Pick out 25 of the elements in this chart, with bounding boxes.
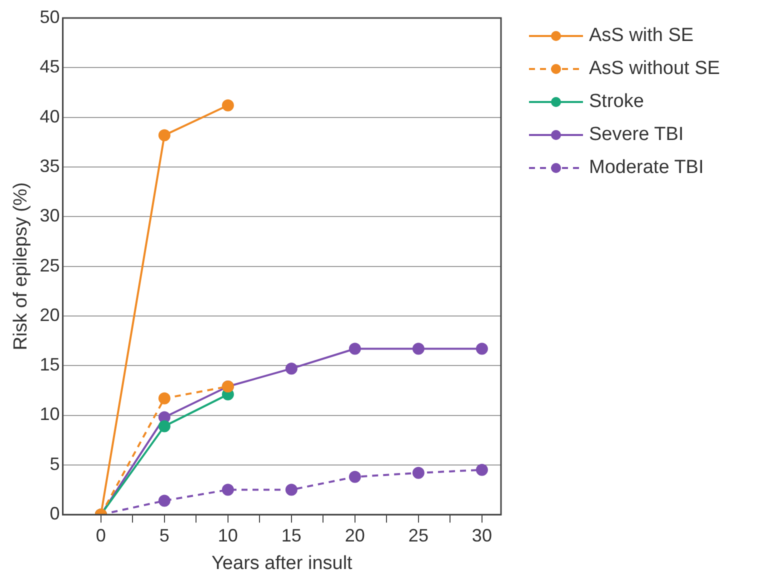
y-tick-label: 10 [40, 404, 60, 424]
y-tick-label: 0 [50, 504, 60, 524]
y-tick-label: 25 [40, 255, 60, 276]
legend-label: AsS with SE [589, 25, 694, 46]
y-tick-label: 35 [40, 156, 60, 176]
legend-label: Severe TBI [589, 124, 684, 146]
x-tick-label: 15 [281, 525, 302, 546]
x-tick-label: 25 [408, 525, 428, 546]
y-tick-label: 40 [40, 106, 60, 126]
legend-label: Stroke [589, 91, 644, 112]
legend-label: AsS without SE [589, 58, 720, 80]
y-tick-label: 5 [50, 454, 60, 474]
y-tick-label: 20 [40, 304, 60, 325]
y-axis-title: Risk of epilepsy (%) [10, 182, 32, 350]
y-tick-label: 15 [40, 354, 60, 375]
x-tick-label: 20 [344, 525, 365, 546]
y-tick-label: 50 [40, 6, 60, 27]
x-tick-label: 30 [472, 525, 492, 546]
x-tick-label: 0 [96, 525, 106, 546]
y-tick-label: 30 [40, 206, 60, 226]
x-tick-label: 10 [218, 525, 238, 546]
legend-label: Moderate TBI [589, 157, 704, 178]
x-tick-label: 5 [159, 525, 170, 546]
x-axis-title: Years after insult [211, 552, 354, 574]
y-tick-label: 45 [40, 56, 60, 77]
